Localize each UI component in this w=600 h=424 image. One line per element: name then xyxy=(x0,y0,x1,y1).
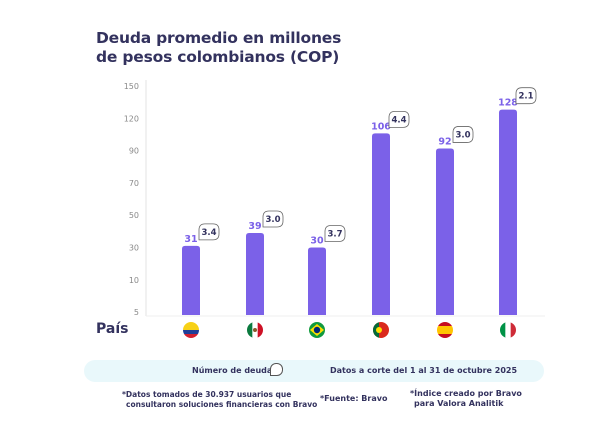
bar-value-label: 39 xyxy=(248,221,261,232)
y-tick-label: 50 xyxy=(129,211,139,220)
debt-count-bubble xyxy=(198,223,220,241)
flag-mexico-icon xyxy=(247,322,263,338)
note-users-line1: *Datos tomados de 30.937 usuarios que xyxy=(122,390,292,399)
note-index-line1: *Índice creado por Bravo xyxy=(410,389,522,398)
note-users: *Datos tomados de 30.937 usuarios que co… xyxy=(122,390,317,410)
bar xyxy=(182,245,200,315)
note-users-line2: consultaron soluciones financieras con B… xyxy=(126,400,318,409)
note-index: *Índice creado por Bravo para Valora Ana… xyxy=(410,389,522,409)
legend-cutoff: Datos a corte del 1 al 31 de octubre 202… xyxy=(330,366,518,375)
flag-colombia-icon xyxy=(183,322,199,338)
debt-count-bubble xyxy=(515,87,537,105)
note-index-line2: para Valora Analitik xyxy=(414,399,504,408)
x-axis-label: País xyxy=(96,321,129,337)
bar xyxy=(372,133,390,315)
flag-portugal-icon xyxy=(373,322,389,338)
bar-value-label: 30 xyxy=(310,236,324,247)
bar xyxy=(308,247,326,315)
bar xyxy=(246,232,264,315)
debt-count-bubble xyxy=(324,225,346,242)
y-tick-label: 10 xyxy=(129,276,139,285)
debt-count-label: 3.0 xyxy=(265,215,280,225)
flag-italy-icon xyxy=(500,322,516,338)
y-tick-label: 150 xyxy=(124,82,139,91)
bar-value-label: 128 xyxy=(498,98,518,109)
bar xyxy=(499,109,517,315)
debt-count-label: 2.1 xyxy=(518,92,533,102)
bar-chart: 51030507090120150313.4393.0303.71064.492… xyxy=(124,80,545,338)
title-line-2: de pesos colombianos (COP) xyxy=(96,48,340,66)
y-tick-label: 5 xyxy=(134,308,139,317)
flag-spain-icon xyxy=(437,322,453,338)
title-line-1: Deuda promedio en millones xyxy=(96,29,342,47)
chart-title: Deuda promedio en millones de pesos colo… xyxy=(96,29,341,67)
bar-value-label: 92 xyxy=(438,136,451,147)
speech-bubble-icon xyxy=(270,363,283,376)
note-source: *Fuente: Bravo xyxy=(320,394,388,403)
bar xyxy=(436,148,454,315)
y-tick-label: 70 xyxy=(129,179,139,188)
legend-bar: Número de deudas Datos a corte del 1 al … xyxy=(84,360,544,382)
debt-count-bubble xyxy=(388,110,410,128)
debt-count-bubble xyxy=(452,126,474,143)
debt-count-label: 3.4 xyxy=(201,228,216,238)
y-tick-label: 30 xyxy=(129,244,139,253)
debt-count-label: 3.7 xyxy=(327,230,342,240)
bar-value-label: 31 xyxy=(184,234,197,245)
y-tick-label: 120 xyxy=(124,114,139,123)
debt-count-bubble xyxy=(262,210,284,228)
y-tick-label: 90 xyxy=(129,147,139,156)
debt-count-label: 4.4 xyxy=(391,115,406,125)
debt-count-label: 3.0 xyxy=(455,130,470,140)
legend-bubble-label: Número de deudas xyxy=(192,366,278,375)
bar-value-label: 106 xyxy=(371,121,391,132)
flag-brazil-icon xyxy=(309,322,325,338)
